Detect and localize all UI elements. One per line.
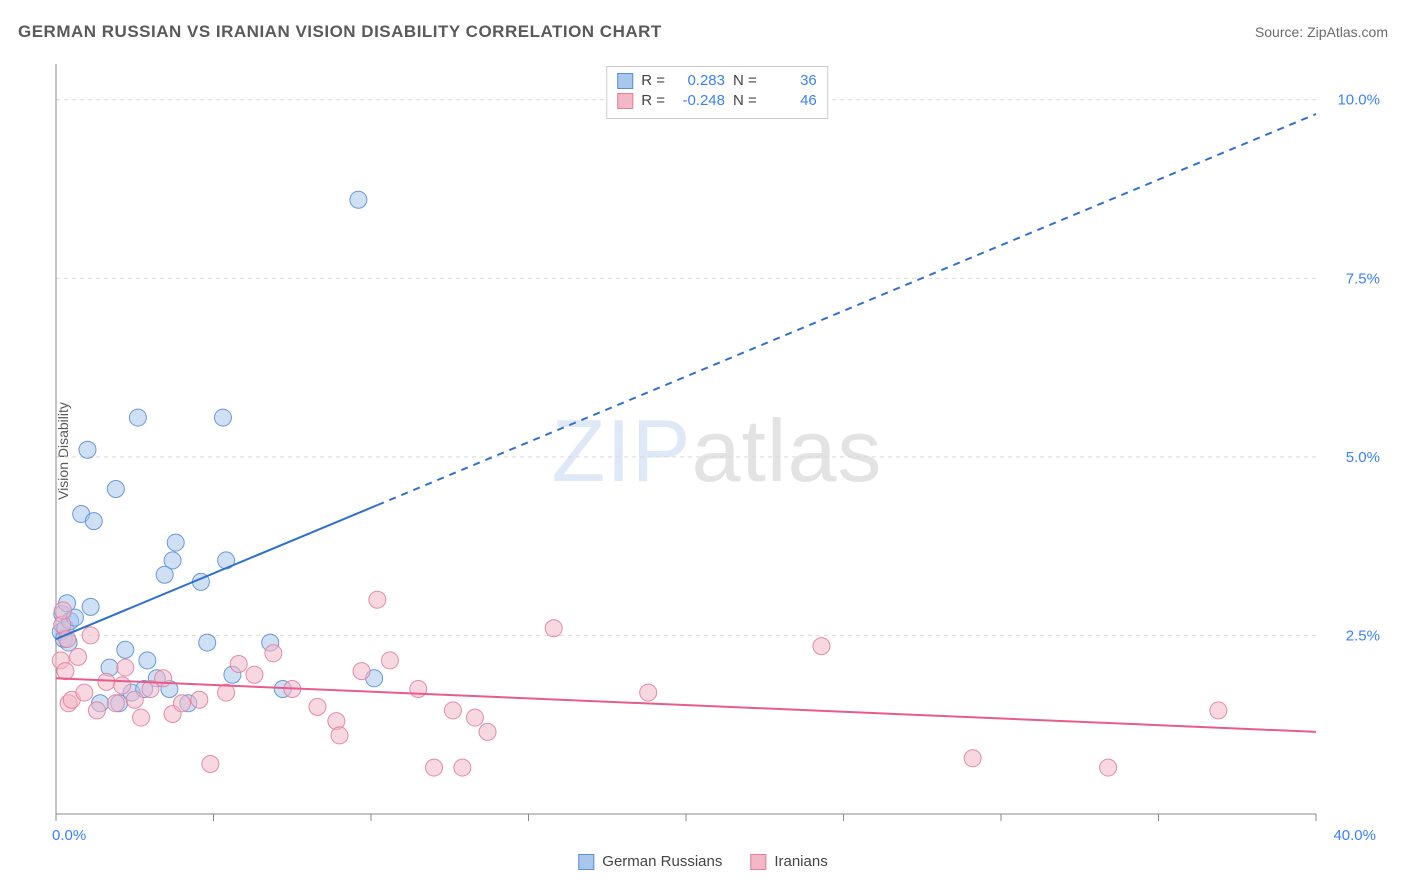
chart-header: GERMAN RUSSIAN VS IRANIAN VISION DISABIL… [18, 22, 1388, 42]
stat-n-value-1: 36 [765, 71, 817, 91]
stat-r-value-1: 0.283 [673, 71, 725, 91]
legend-label-series2: Iranians [774, 853, 827, 870]
source-attribution: Source: ZipAtlas.com [1255, 24, 1388, 40]
stat-r-label: R = [641, 71, 665, 91]
stat-r-label: R = [641, 91, 665, 111]
svg-text:0.0%: 0.0% [52, 827, 86, 842]
svg-text:7.5%: 7.5% [1346, 270, 1380, 287]
stat-n-value-2: 46 [765, 91, 817, 111]
legend-item-series2: Iranians [750, 853, 827, 870]
svg-text:5.0%: 5.0% [1346, 449, 1380, 466]
chart-title: GERMAN RUSSIAN VS IRANIAN VISION DISABIL… [18, 22, 662, 42]
legend-swatch-series2 [750, 854, 766, 870]
svg-text:40.0%: 40.0% [1333, 827, 1376, 842]
stat-row-series2: R = -0.248 N = 46 [617, 91, 817, 111]
stat-n-label: N = [733, 71, 757, 91]
legend-item-series1: German Russians [578, 853, 722, 870]
legend-label-series1: German Russians [602, 853, 722, 870]
source-label: Source: [1255, 24, 1307, 40]
bottom-legend: German Russians Iranians [578, 853, 827, 870]
svg-text:2.5%: 2.5% [1346, 627, 1380, 644]
stat-r-value-2: -0.248 [673, 91, 725, 111]
correlation-stats-box: R = 0.283 N = 36 R = -0.248 N = 46 [606, 66, 828, 119]
scatter-plot-svg: 2.5% 5.0% 7.5% 10.0% 0.0% 40.0% [48, 60, 1386, 842]
stat-n-label: N = [733, 91, 757, 111]
source-name: ZipAtlas.com [1307, 24, 1388, 40]
stat-row-series1: R = 0.283 N = 36 [617, 71, 817, 91]
svg-text:10.0%: 10.0% [1337, 92, 1380, 109]
swatch-series2 [617, 93, 633, 109]
chart-area: Vision Disability ZIPatlas 2.5%5.0%7.5%1… [48, 60, 1386, 842]
swatch-series1 [617, 73, 633, 89]
legend-swatch-series1 [578, 854, 594, 870]
